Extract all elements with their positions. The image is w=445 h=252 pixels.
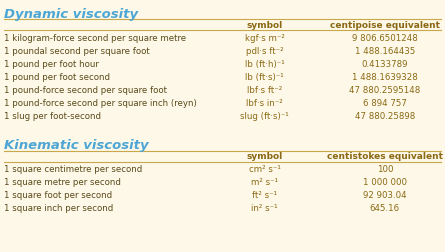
Text: centipoise equivalent: centipoise equivalent <box>330 21 440 30</box>
Text: 1 square foot per second: 1 square foot per second <box>4 191 113 200</box>
Text: lb (ft·s)⁻¹: lb (ft·s)⁻¹ <box>245 73 284 82</box>
Text: 0.4133789: 0.4133789 <box>362 60 408 69</box>
Text: centistokes equivalent: centistokes equivalent <box>327 152 443 162</box>
Text: 1 kilogram-force second per square metre: 1 kilogram-force second per square metre <box>4 34 186 43</box>
Text: cm² s⁻¹: cm² s⁻¹ <box>249 165 281 174</box>
Text: 9 806.6501248: 9 806.6501248 <box>352 34 418 43</box>
Text: Kinematic viscosity: Kinematic viscosity <box>4 139 149 152</box>
Text: 1 square centimetre per second: 1 square centimetre per second <box>4 165 143 174</box>
Text: 1 square inch per second: 1 square inch per second <box>4 204 114 213</box>
Text: 100: 100 <box>376 165 393 174</box>
Text: slug (ft·s)⁻¹: slug (ft·s)⁻¹ <box>240 112 289 121</box>
Text: 1 square metre per second: 1 square metre per second <box>4 178 121 187</box>
Text: symbol: symbol <box>247 152 283 162</box>
Text: 1 488.164435: 1 488.164435 <box>355 47 415 56</box>
Text: 92 903.04: 92 903.04 <box>363 191 407 200</box>
Text: symbol: symbol <box>247 21 283 30</box>
Text: 1 000 000: 1 000 000 <box>363 178 407 187</box>
Text: 645.16: 645.16 <box>370 204 400 213</box>
Text: 1 pound per foot second: 1 pound per foot second <box>4 73 110 82</box>
Text: 1 pound-force second per square inch (reyn): 1 pound-force second per square inch (re… <box>4 99 197 108</box>
Text: lbf·s ft⁻²: lbf·s ft⁻² <box>247 86 283 95</box>
Text: m² s⁻¹: m² s⁻¹ <box>251 178 278 187</box>
Text: 6 894 757: 6 894 757 <box>363 99 407 108</box>
Text: ft² s⁻¹: ft² s⁻¹ <box>252 191 277 200</box>
Text: lbf·s in⁻²: lbf·s in⁻² <box>247 99 283 108</box>
Text: Dynamic viscosity: Dynamic viscosity <box>4 8 138 21</box>
Text: in² s⁻¹: in² s⁻¹ <box>251 204 278 213</box>
Text: 1 slug per foot-second: 1 slug per foot-second <box>4 112 101 121</box>
Text: 1 poundal second per square foot: 1 poundal second per square foot <box>4 47 150 56</box>
Text: 1 pound per foot hour: 1 pound per foot hour <box>4 60 99 69</box>
Text: 1 pound-force second per square foot: 1 pound-force second per square foot <box>4 86 167 95</box>
Text: pdl·s ft⁻²: pdl·s ft⁻² <box>246 47 283 56</box>
Text: lb (ft·h)⁻¹: lb (ft·h)⁻¹ <box>245 60 285 69</box>
Text: kgf·s m⁻²: kgf·s m⁻² <box>245 34 285 43</box>
Text: 47 880.2595148: 47 880.2595148 <box>349 86 421 95</box>
Text: 47 880.25898: 47 880.25898 <box>355 112 415 121</box>
Text: 1 488.1639328: 1 488.1639328 <box>352 73 418 82</box>
